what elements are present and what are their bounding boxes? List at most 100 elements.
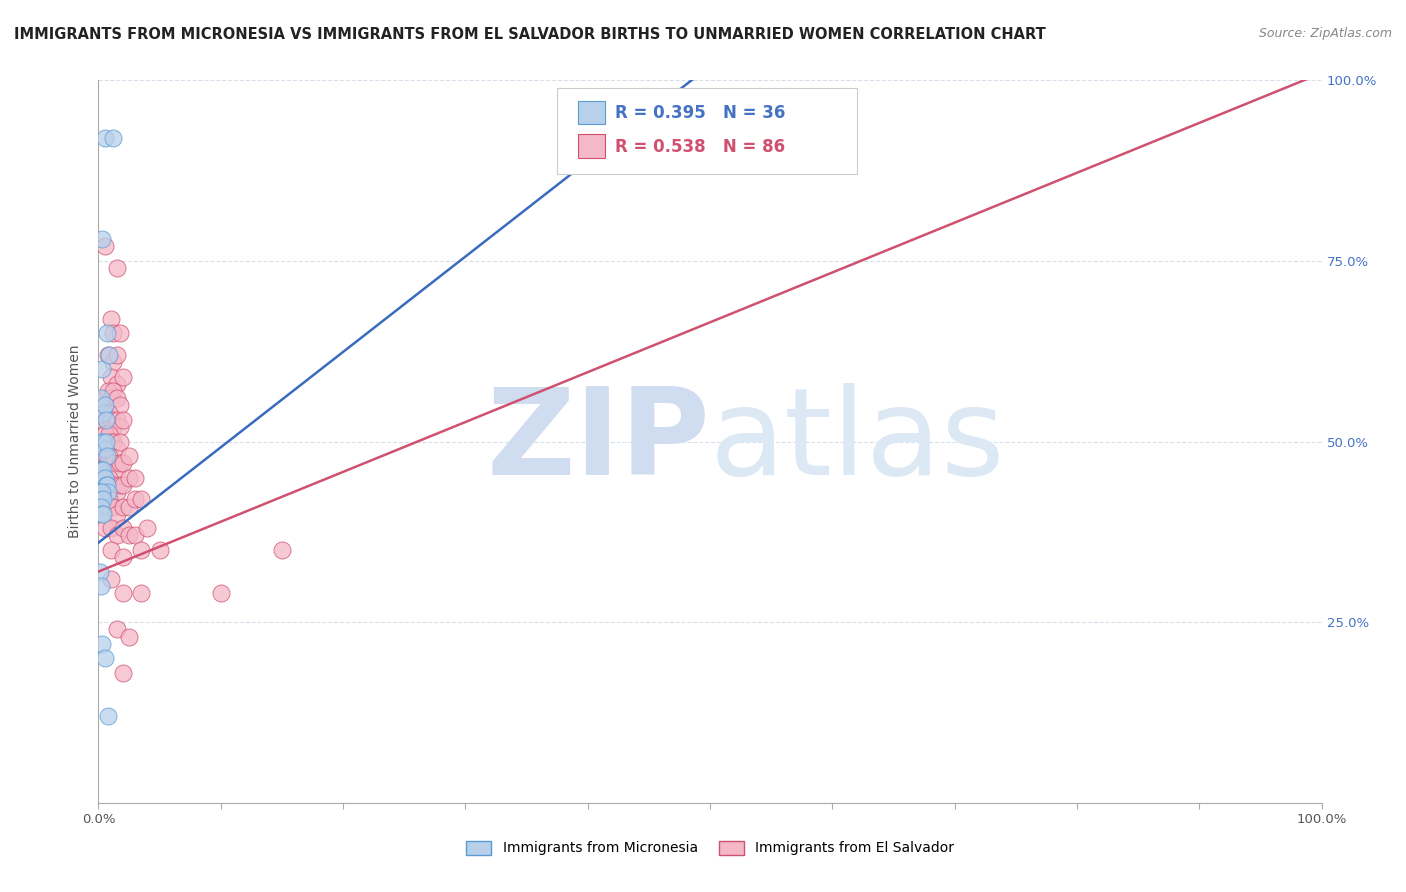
Point (100, 478, 122, 492)
Point (96, 449, 118, 463)
Point (101, 326, 124, 340)
Point (93, 492, 115, 507)
Point (100, 521, 122, 535)
Text: atlas: atlas (710, 383, 1005, 500)
Point (136, 521, 159, 535)
Point (98, 406, 121, 420)
Point (93, 449, 115, 463)
Y-axis label: Births to Unmarried Women: Births to Unmarried Women (69, 345, 83, 538)
Point (96, 500, 118, 514)
Point (90, 391, 112, 405)
Point (93, 406, 115, 420)
Point (93, 398, 115, 412)
Point (105, 507, 128, 521)
Point (118, 500, 141, 514)
Point (129, 542, 152, 557)
Point (105, 376, 128, 391)
Point (91, 485, 114, 500)
Point (91, 637, 114, 651)
Point (89, 463, 111, 477)
Point (100, 311, 122, 326)
Point (101, 131, 124, 145)
Point (91, 478, 114, 492)
Point (91, 507, 114, 521)
Point (98, 449, 121, 463)
Point (96, 478, 118, 492)
Point (89, 434, 111, 449)
Point (98, 470, 121, 484)
Point (209, 586, 232, 600)
Point (110, 420, 132, 434)
Point (91, 434, 114, 449)
Point (91, 406, 114, 420)
Point (111, 500, 134, 514)
Point (94, 413, 117, 427)
Text: R = 0.538   N = 86: R = 0.538 N = 86 (614, 137, 785, 156)
Point (105, 348, 128, 362)
Point (110, 398, 132, 412)
Text: ZIP: ZIP (486, 383, 710, 500)
Point (111, 478, 134, 492)
Point (97, 348, 120, 362)
Point (94, 434, 117, 449)
Point (91, 492, 114, 507)
Point (100, 391, 122, 405)
Point (90, 492, 112, 507)
Point (90, 579, 112, 593)
Point (89, 565, 111, 579)
Point (93, 239, 115, 253)
Point (100, 500, 122, 514)
Point (110, 326, 132, 340)
Legend: Immigrants from Micronesia, Immigrants from El Salvador: Immigrants from Micronesia, Immigrants f… (461, 835, 959, 861)
FancyBboxPatch shape (578, 135, 605, 158)
Point (96, 434, 118, 449)
Point (124, 470, 146, 484)
Point (98, 492, 121, 507)
Point (97, 384, 120, 398)
Point (96, 413, 118, 427)
Point (111, 369, 134, 384)
Point (110, 478, 132, 492)
Point (91, 500, 114, 514)
FancyBboxPatch shape (578, 101, 605, 124)
Point (93, 470, 115, 484)
Point (124, 492, 146, 507)
Point (110, 434, 132, 449)
Point (91, 413, 114, 427)
Point (111, 586, 134, 600)
Point (96, 456, 118, 470)
Point (118, 470, 141, 484)
Point (105, 623, 128, 637)
Point (105, 391, 128, 405)
Point (100, 369, 122, 384)
Point (105, 485, 128, 500)
Point (91, 463, 114, 477)
Point (93, 391, 115, 405)
Point (100, 572, 122, 586)
Point (124, 528, 146, 542)
Point (91, 232, 114, 246)
Point (91, 434, 114, 449)
Point (129, 586, 152, 600)
Point (91, 507, 114, 521)
Point (89, 485, 111, 500)
Point (93, 470, 115, 484)
Point (97, 485, 120, 500)
Point (110, 456, 132, 470)
Point (97, 709, 120, 723)
Point (149, 542, 172, 557)
Point (101, 384, 124, 398)
Point (93, 442, 115, 456)
Point (98, 427, 121, 442)
Point (105, 442, 128, 456)
Point (100, 456, 122, 470)
Point (101, 500, 124, 514)
Text: R = 0.395   N = 36: R = 0.395 N = 36 (614, 103, 785, 122)
Point (105, 463, 128, 477)
Point (91, 456, 114, 470)
Point (98, 348, 121, 362)
Point (101, 420, 124, 434)
Point (111, 413, 134, 427)
Point (91, 362, 114, 376)
Point (90, 500, 112, 514)
